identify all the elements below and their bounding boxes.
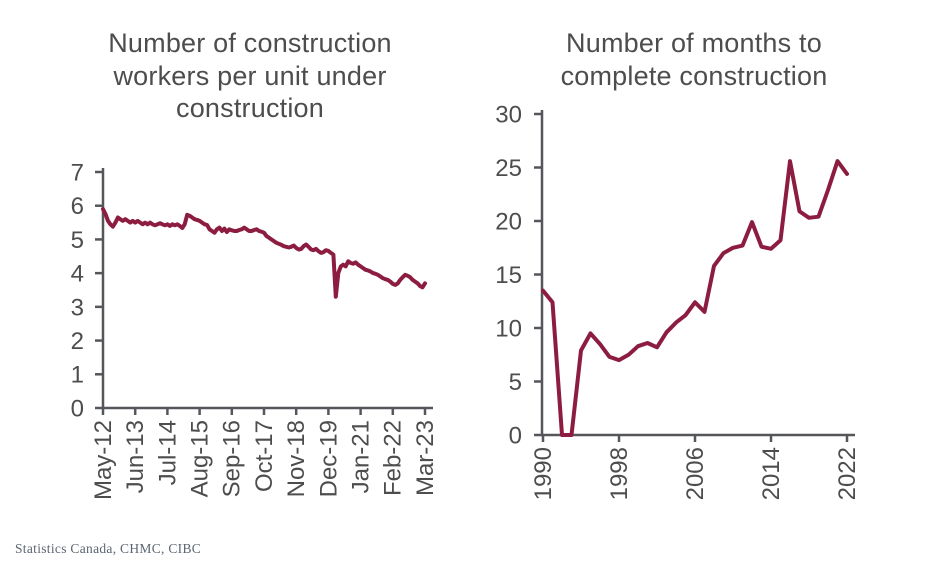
workers-per-unit-x-tick-label: Aug-15 — [187, 420, 214, 497]
months-to-complete-x-tick-label: 2014 — [758, 447, 785, 500]
left-chart-title-line-2: workers per unit under — [113, 60, 387, 91]
workers-per-unit-x-tick-label: Sep-16 — [219, 420, 246, 497]
workers-per-unit-y-tick-label: 0 — [71, 395, 84, 422]
workers-per-unit-x-tick-label: Oct-17 — [251, 420, 278, 492]
months-to-complete-x-tick-label: 1998 — [606, 447, 633, 500]
months-to-complete-y-tick-label: 20 — [495, 208, 522, 235]
months-to-complete-axes — [540, 110, 855, 437]
months-to-complete-y-tick-label: 15 — [495, 262, 522, 289]
left-chart-title-line-3: construction — [176, 93, 324, 123]
right-chart-title-line-2: complete construction — [560, 60, 828, 91]
months-to-complete-y-tick-label: 25 — [495, 155, 522, 182]
source-note: Statistics Canada, CHMC, CIBC — [15, 541, 202, 556]
months-to-complete-y-tick-label: 5 — [509, 369, 522, 396]
workers-per-unit-y-tick-label: 5 — [71, 227, 84, 254]
workers-per-unit-y-tick-label: 1 — [71, 362, 84, 389]
workers-per-unit-x-tick-label: May-12 — [90, 420, 117, 500]
workers-per-unit-x-tick-label: Feb-22 — [380, 420, 407, 496]
workers-per-unit-x-tick-label: Nov-18 — [283, 420, 310, 497]
left-chart-title: Number of construction workers per unit … — [85, 27, 415, 125]
months-to-complete-series-line — [541, 159, 849, 437]
workers-per-unit-y-tick-label: 7 — [71, 159, 84, 186]
months-to-complete-x-tick-label: 2022 — [834, 447, 861, 500]
right-chart-title-line-1: Number of months to — [566, 28, 822, 58]
workers-per-unit-x-tick-label: Mar-23 — [412, 420, 439, 496]
months-to-complete-y-tick-label: 10 — [495, 315, 522, 342]
workers-per-unit-x-tick-label: Jan-21 — [348, 420, 375, 493]
months-to-complete-x-tick-label: 1990 — [530, 447, 557, 500]
workers-per-unit-x-tick-label: Jun-13 — [122, 420, 149, 493]
left-chart-title-line-1: Number of construction — [108, 28, 392, 58]
months-to-complete-x-tick-label: 2006 — [682, 447, 709, 500]
workers-per-unit-x-tick-label: Dec-19 — [315, 420, 342, 497]
workers-per-unit-series-line — [101, 207, 427, 299]
workers-per-unit-y-tick-label: 4 — [71, 261, 84, 288]
months-to-complete-y-tick-label: 0 — [509, 422, 522, 449]
months-to-complete-y-tick-label: 30 — [495, 101, 522, 128]
workers-per-unit-x-tick-label: Jul-14 — [154, 420, 181, 485]
workers-per-unit-y-tick-label: 3 — [71, 294, 84, 321]
workers-per-unit-y-tick-label: 6 — [71, 193, 84, 220]
workers-per-unit-axes — [101, 168, 433, 410]
workers-per-unit-y-tick-label: 2 — [71, 328, 84, 355]
right-chart-title: Number of months to complete constructio… — [529, 27, 859, 92]
